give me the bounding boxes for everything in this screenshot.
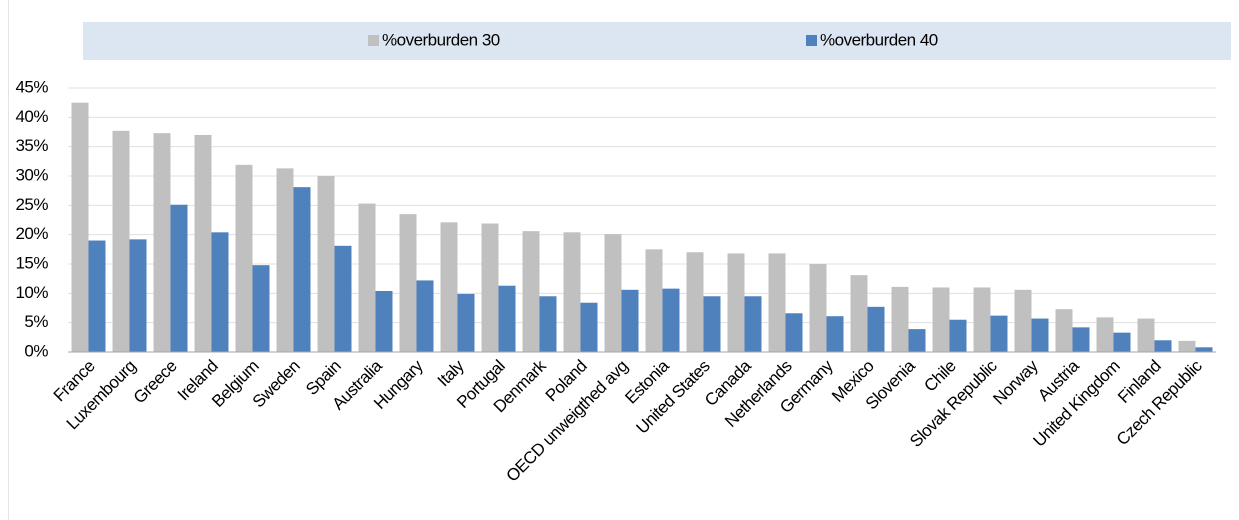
legend-box [83,22,1231,60]
legend-label: %overburden 30 [382,30,500,49]
bar [973,287,991,352]
y-tick-label: 30% [15,165,48,184]
bar [662,288,680,352]
bar [785,313,803,352]
bar [170,204,188,352]
y-tick-label: 15% [15,253,48,272]
bar [1137,318,1155,352]
bar [399,214,417,352]
bar [990,315,1008,352]
bar [317,176,335,352]
y-tick-label: 5% [24,312,48,331]
bar [580,302,598,352]
bar [1031,318,1049,352]
bar [88,240,106,352]
bar [1014,289,1032,352]
bar [498,285,516,352]
legend-swatch [806,35,817,46]
bar [826,316,844,352]
bar [293,187,311,352]
bar [211,232,229,352]
bar [686,252,704,352]
bar [252,265,270,352]
bar [457,293,475,352]
y-tick-label: 25% [15,195,48,214]
bar [932,287,950,352]
bar [112,130,130,352]
bar [867,306,885,352]
y-tick-label: 40% [15,107,48,126]
bar [440,222,458,352]
bar [809,264,827,352]
bar [908,329,926,352]
legend-label: %overburden 40 [820,30,938,49]
bar [129,239,147,352]
bar [481,223,499,352]
y-tick-label: 10% [15,283,48,302]
bar [522,231,540,352]
bar [1072,327,1090,352]
bar [621,289,639,352]
bar [1096,317,1114,352]
legend-swatch [368,35,379,46]
bar [744,296,762,352]
bar [153,133,171,352]
bar [891,286,909,352]
bar [949,319,967,352]
bar [703,296,721,352]
bar [727,253,745,352]
bar [71,102,89,353]
bar [1113,332,1131,352]
bar [1055,309,1073,352]
y-tick-label: 35% [15,136,48,155]
x-tick-label: Italy [434,356,468,390]
bar [645,249,663,352]
bar [539,296,557,352]
x-tick-label: Norway [989,356,1042,409]
bar [768,253,786,352]
bar [1154,340,1172,352]
bar [1178,340,1196,352]
bar [358,203,376,352]
bar [1195,347,1213,352]
y-tick-label: 45% [15,77,48,96]
bar [563,232,581,352]
bar [375,290,393,352]
bar [604,234,622,352]
bar [235,164,253,352]
y-tick-label: 20% [15,224,48,243]
bar [194,134,212,352]
bar [850,275,868,352]
y-tick-label: 0% [24,341,48,360]
bar [276,168,294,352]
bar [416,280,434,352]
bar [334,245,352,352]
x-tick-label: Greece [130,357,181,408]
